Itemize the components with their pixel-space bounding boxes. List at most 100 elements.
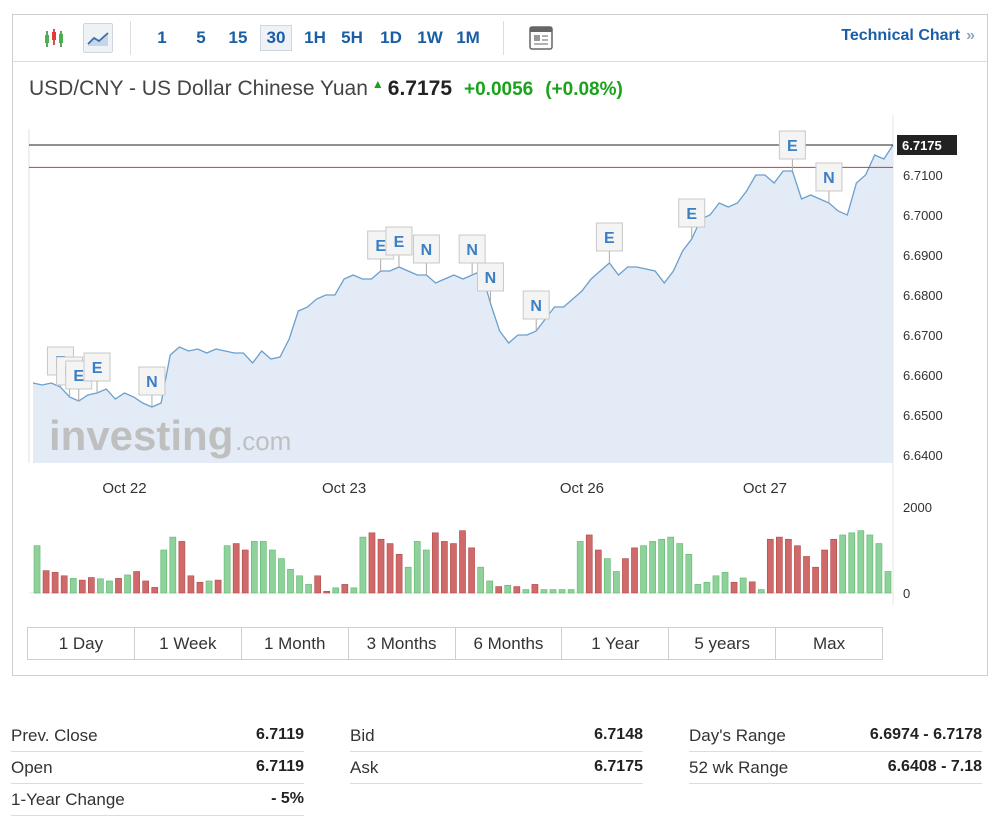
price-chart[interactable]: EEEENEENNNNEEEN investing .com 6.71006.7… — [13, 115, 987, 615]
volume-bar — [305, 584, 312, 594]
timeframe-1h[interactable]: 1H — [304, 28, 326, 47]
volume-bar — [88, 577, 95, 594]
volume-bar — [51, 572, 59, 594]
volume-bar — [368, 532, 376, 594]
volume-bar — [549, 589, 557, 594]
stat-label: Day's Range — [689, 726, 786, 745]
timeframe-1[interactable]: 1 — [157, 28, 167, 47]
event-marker-e[interactable]: E — [595, 222, 623, 263]
volume-bar — [649, 541, 656, 594]
event-marker-n[interactable]: N — [815, 162, 843, 203]
volume-tick-label: 2000 — [903, 500, 932, 515]
event-marker-box — [778, 130, 806, 160]
volume-bar — [875, 543, 883, 594]
volume-bar — [341, 584, 349, 594]
instrument-name: USD/CNY - US Dollar Chinese Yuan — [29, 77, 368, 100]
event-marker-e[interactable]: E — [778, 130, 806, 171]
date-tick-label: Oct 23 — [322, 480, 366, 497]
volume-bar — [576, 541, 584, 594]
range-3-months[interactable]: 3 Months — [349, 628, 456, 659]
event-marker-e[interactable]: E — [83, 352, 111, 393]
volume-bar — [151, 587, 159, 594]
event-marker-label: E — [73, 368, 84, 385]
timeframe-5h[interactable]: 5H — [341, 28, 363, 47]
volume-bar — [160, 549, 168, 594]
event-marker-n[interactable]: N — [522, 290, 550, 331]
volume-bar — [495, 586, 503, 594]
technical-chart-link[interactable]: Technical Chart » — [841, 27, 975, 45]
current-price-label: 6.7175 — [902, 138, 942, 153]
event-marker-label: N — [421, 242, 433, 259]
price-tick-label: 6.7100 — [903, 168, 943, 183]
toolbar-divider — [503, 21, 504, 55]
quote-header: USD/CNY - US Dollar Chinese Yuan ▲ 6.7175 +… — [29, 77, 623, 101]
range-5-years[interactable]: 5 years — [669, 628, 777, 659]
volume-bar — [241, 549, 249, 594]
stat-row-1-year-change: 1-Year Change - 5% — [11, 785, 304, 816]
event-marker-box — [138, 366, 166, 396]
timeframe-30[interactable]: 30 — [260, 25, 292, 51]
price-line — [32, 144, 894, 408]
volume-bar — [260, 541, 267, 594]
volume-bar — [205, 580, 213, 594]
volume-bar — [404, 566, 412, 594]
volume-bar — [667, 536, 675, 594]
volume-bar — [214, 579, 222, 594]
range-max[interactable]: Max — [813, 634, 846, 653]
timeframe-1d[interactable]: 1D — [380, 28, 402, 47]
candlestick-icon[interactable] — [39, 23, 69, 53]
area-chart-icon[interactable] — [83, 23, 113, 53]
stat-value: 6.6408 - 7.18 — [887, 758, 982, 775]
event-marker-n[interactable]: N — [458, 234, 486, 275]
event-marker-box — [815, 162, 843, 192]
news-icon[interactable] — [526, 23, 556, 53]
timeframe-1m[interactable]: 1M — [456, 28, 480, 47]
range-6-months[interactable]: 6 Months — [456, 628, 563, 659]
timeframe-1w[interactable]: 1W — [417, 28, 443, 47]
event-marker-box — [412, 234, 440, 264]
volume-bar — [739, 577, 747, 594]
event-marker-box — [385, 226, 413, 256]
event-marker-n[interactable]: N — [138, 366, 166, 407]
stat-row-prev-close: Prev. Close 6.7119 — [11, 721, 304, 752]
volume-bar — [332, 587, 340, 594]
volume-bar — [776, 536, 783, 594]
price-tick-label: 6.6400 — [903, 448, 943, 463]
volume-bar — [766, 538, 774, 594]
event-marker-box — [595, 222, 623, 252]
volume-bar — [857, 530, 865, 594]
timeframe-15[interactable]: 15 — [228, 28, 248, 47]
event-marker-n[interactable]: N — [476, 262, 504, 303]
event-marker-n[interactable]: N — [412, 234, 440, 275]
range-1-month[interactable]: 1 Month — [242, 628, 349, 659]
range-1-day[interactable]: 1 Day — [28, 628, 135, 659]
volume-bar — [676, 543, 684, 594]
volume-bar — [694, 584, 702, 594]
volume-bar — [386, 543, 394, 594]
event-marker-label: E — [375, 238, 386, 255]
event-marker-label: N — [823, 170, 835, 187]
volume-bar — [848, 532, 856, 594]
volume-bar — [178, 541, 186, 594]
event-marker-e[interactable]: E — [385, 226, 413, 267]
range-1-year[interactable]: 1 Year — [562, 628, 670, 659]
volume-bar — [196, 581, 204, 594]
stats-column-1: Prev. Close 6.7119 Open 6.7119 1-Year Chan… — [11, 721, 304, 817]
event-marker-box — [476, 262, 504, 292]
stat-label: Bid — [350, 726, 375, 745]
timeframe-5[interactable]: 5 — [196, 28, 206, 47]
volume-bar — [33, 545, 41, 594]
volume-bar — [42, 570, 50, 594]
event-marker-e[interactable]: E — [678, 198, 706, 239]
volume-bar — [613, 571, 620, 594]
volume-bar — [278, 558, 285, 594]
volume-bar — [432, 532, 439, 594]
range-1-week[interactable]: 1 Week — [135, 628, 242, 659]
investing-watermark: investing .com — [49, 412, 291, 459]
volume-bar — [413, 541, 421, 594]
volume-bar — [422, 549, 430, 594]
event-marker-box — [83, 352, 111, 382]
volume-bar — [287, 569, 294, 594]
event-marker-label: N — [466, 242, 478, 259]
volume-bar — [839, 534, 847, 594]
